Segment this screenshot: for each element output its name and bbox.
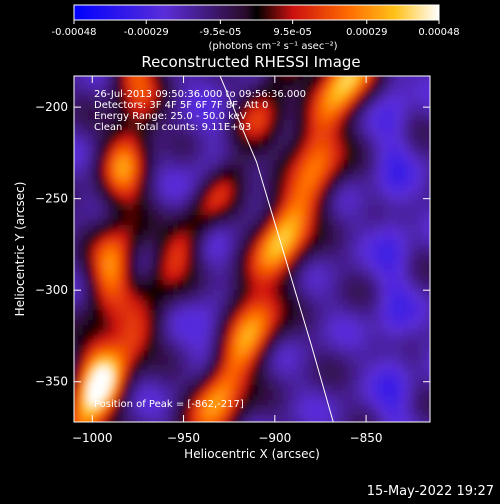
y-tick-label: −250 — [35, 192, 68, 206]
colorbar-tick-label: -0.00029 — [124, 27, 169, 38]
colorbar-ticks: -0.00048 -0.00029 -9.5e-05 9.5e-05 0.00029 0.… — [52, 20, 460, 38]
colorbar-tick-label: -9.5e-05 — [199, 27, 241, 38]
x-tick-label: −850 — [350, 431, 383, 445]
colorbar-tick-label: 9.5e-05 — [273, 27, 311, 38]
x-tick-label: −1000 — [72, 431, 113, 445]
y-tick-label: −200 — [35, 100, 68, 114]
colorbar-units: (photons cm⁻² s⁻¹ asec⁻²) — [208, 41, 337, 52]
chart-title: Reconstructed RHESSI Image — [141, 53, 360, 71]
y-axis-label: Heliocentric Y (arcsec) — [13, 182, 27, 317]
colorbar-tick-label: 0.00048 — [418, 27, 459, 38]
footer-date: 15-May-2022 19:27 — [367, 484, 494, 499]
info-line-detectors: Detectors: 3F 4F 5F 6F 7F 8F, Att 0 — [94, 100, 268, 111]
info-line-energy: Energy Range: 25.0 - 50.0 keV — [94, 111, 247, 122]
x-tick-label: −900 — [258, 431, 291, 445]
colorbar: -0.00048 -0.00029 -9.5e-05 9.5e-05 0.00029 0.… — [52, 5, 460, 52]
x-axis-label: Heliocentric X (arcsec) — [184, 447, 320, 461]
colorbar-scale — [74, 5, 439, 20]
info-line-time: 26-Jul-2013 09:50:36.000 to 09:56:36.000 — [94, 89, 306, 100]
info-line-clean: Clean Total counts: 9.11E+03 — [94, 122, 251, 133]
colorbar-tick-label: -0.00048 — [52, 27, 97, 38]
y-tick-label: −350 — [35, 375, 68, 389]
peak-position-label: Position of Peak = [-862,-217] — [94, 399, 244, 410]
x-tick-label: −950 — [167, 431, 200, 445]
y-tick-label: −300 — [35, 283, 68, 297]
colorbar-tick-label: 0.00029 — [346, 27, 387, 38]
